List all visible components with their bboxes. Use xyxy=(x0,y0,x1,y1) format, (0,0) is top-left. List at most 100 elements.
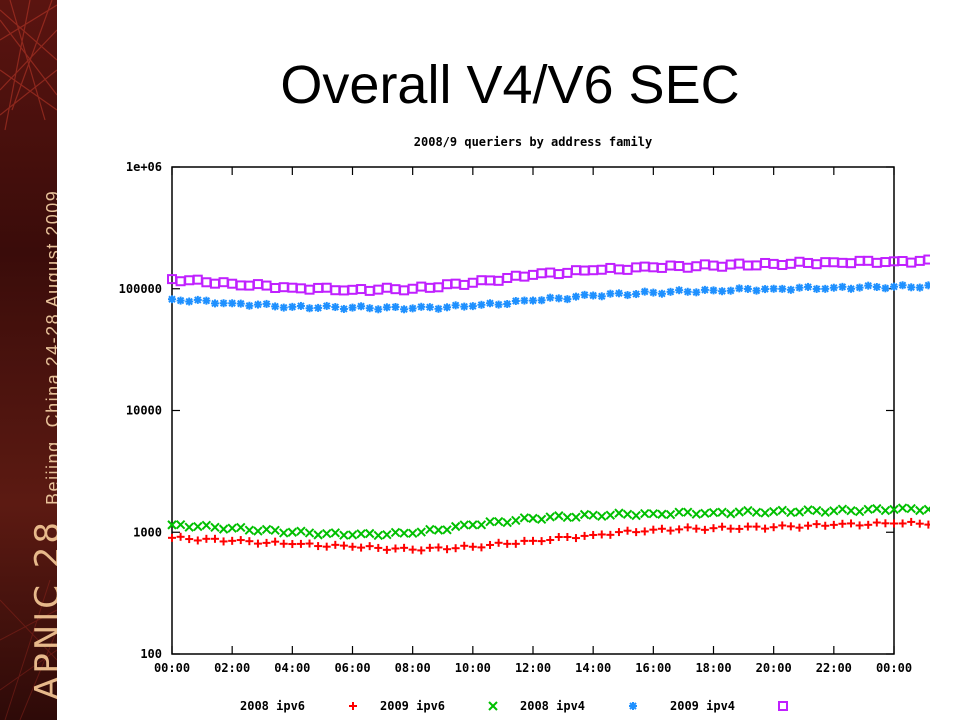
interp-point xyxy=(597,292,606,301)
interp-point xyxy=(915,519,924,528)
interp-point xyxy=(245,537,254,546)
interp-point xyxy=(820,507,830,518)
data-point xyxy=(708,507,719,518)
interp-point xyxy=(718,522,727,531)
interp-point xyxy=(382,529,392,540)
data-point xyxy=(468,302,477,311)
x-tick-label: 08:00 xyxy=(395,661,431,675)
interp-point xyxy=(261,280,272,291)
interp-point xyxy=(622,509,633,520)
interp-point xyxy=(881,284,890,293)
interp-point xyxy=(192,274,203,285)
data-point xyxy=(227,523,237,533)
interp-point xyxy=(570,265,581,276)
interp-point xyxy=(485,275,496,286)
interp-point xyxy=(778,284,787,293)
interp-point xyxy=(304,528,315,538)
interp-point xyxy=(459,520,469,530)
interp-point xyxy=(536,514,547,525)
interp-point xyxy=(417,302,426,311)
data-point xyxy=(228,536,237,545)
data-point xyxy=(168,295,176,304)
data-point xyxy=(529,536,537,545)
legend-label: 2009 ipv4 xyxy=(670,699,735,713)
interp-point xyxy=(734,258,745,269)
interp-point xyxy=(906,503,916,514)
interp-point xyxy=(752,286,761,295)
data-point xyxy=(407,283,418,294)
interp-point xyxy=(175,520,186,530)
interp-point xyxy=(502,272,513,283)
interp-point xyxy=(579,265,590,276)
interp-point xyxy=(563,532,572,541)
interp-point xyxy=(322,528,332,539)
interp-point xyxy=(338,285,349,296)
interp-point xyxy=(571,292,580,301)
interp-point xyxy=(864,520,873,529)
interp-point xyxy=(503,539,512,548)
data-point xyxy=(709,524,718,533)
interp-point xyxy=(699,259,710,270)
interp-point xyxy=(416,281,427,292)
interp-point xyxy=(674,507,684,517)
interp-point xyxy=(443,545,452,554)
series-2008-ipv4 xyxy=(168,281,930,314)
interp-point xyxy=(184,522,194,532)
interp-point xyxy=(373,284,384,295)
interp-point xyxy=(854,255,865,266)
interp-point xyxy=(262,299,271,308)
interp-point xyxy=(193,536,202,545)
interp-point xyxy=(546,293,555,302)
interp-point xyxy=(683,523,692,532)
interp-point xyxy=(245,301,254,310)
x-tick-label: 12:00 xyxy=(515,661,551,675)
interp-point xyxy=(785,258,796,269)
interp-point xyxy=(442,279,453,290)
sidebar-network-pattern xyxy=(0,0,57,720)
interp-point xyxy=(623,291,632,300)
interp-point xyxy=(400,305,409,314)
interp-point xyxy=(537,296,546,305)
sidebar-caption: APNIC 28 Beijing, China 24-28 August 200… xyxy=(28,190,57,700)
interp-point xyxy=(854,506,865,517)
interp-point xyxy=(270,525,280,535)
interp-point xyxy=(236,522,246,533)
interp-point xyxy=(486,299,495,308)
interp-point xyxy=(872,503,882,514)
interp-point xyxy=(476,275,487,286)
interp-point xyxy=(579,509,590,520)
interp-point xyxy=(614,508,624,518)
x-tick-label: 00:00 xyxy=(154,661,190,675)
data-point xyxy=(648,509,659,519)
interp-point xyxy=(614,528,623,537)
data-point xyxy=(648,262,659,273)
interp-point xyxy=(821,521,830,530)
data-point xyxy=(768,258,779,269)
data-point xyxy=(467,277,478,288)
data-point xyxy=(709,286,718,295)
interp-point xyxy=(330,285,341,296)
series-2009-ipv6 xyxy=(167,503,930,541)
legend-marker xyxy=(349,702,357,710)
interp-point xyxy=(536,268,547,279)
interp-point xyxy=(511,515,521,526)
interp-point xyxy=(365,542,374,551)
data-point xyxy=(347,530,358,540)
interp-point xyxy=(390,527,401,538)
data-point xyxy=(889,504,899,515)
interp-point xyxy=(510,270,521,281)
interp-point xyxy=(725,509,736,519)
interp-point xyxy=(735,524,744,533)
interp-point xyxy=(185,297,194,306)
interp-point xyxy=(675,525,684,534)
interp-point xyxy=(640,508,650,519)
x-tick-label: 06:00 xyxy=(334,661,370,675)
interp-point xyxy=(820,257,831,268)
x-tick-label: 14:00 xyxy=(575,661,611,675)
interp-point xyxy=(872,518,881,527)
data-point xyxy=(347,284,358,295)
interp-point xyxy=(271,537,280,546)
interp-point xyxy=(700,285,709,294)
x-tick-label: 18:00 xyxy=(695,661,731,675)
y-tick-label: 10000 xyxy=(126,404,162,418)
